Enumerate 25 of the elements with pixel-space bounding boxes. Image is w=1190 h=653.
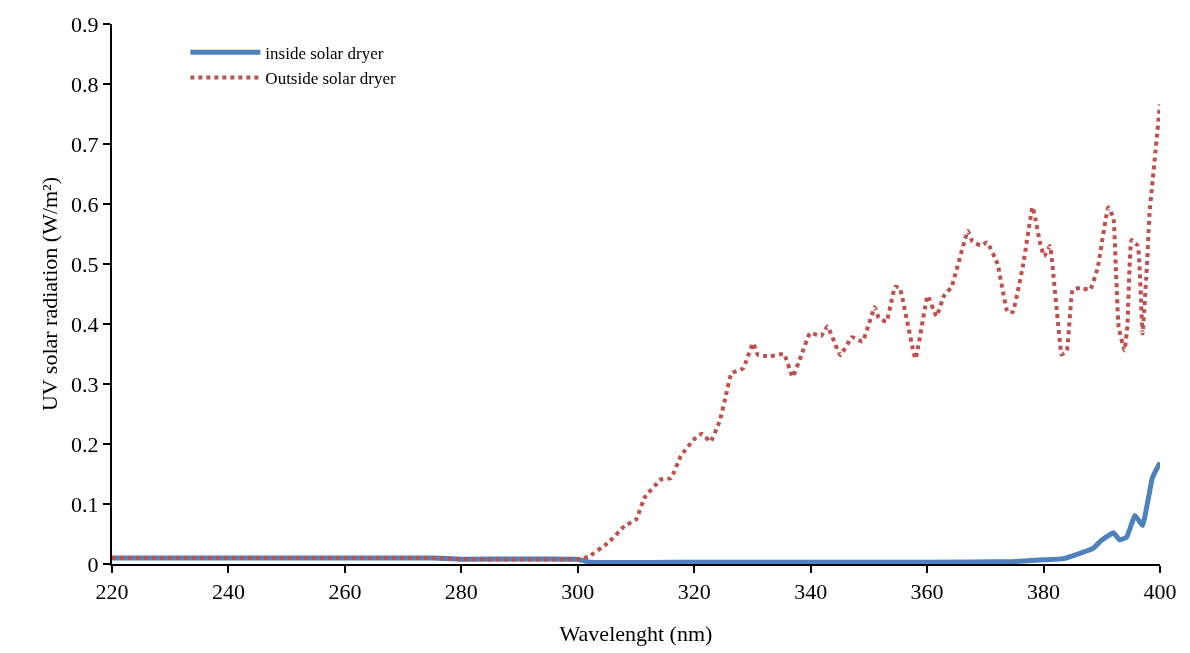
y-tick-label: 0.4 — [71, 311, 99, 337]
legend-label: inside solar dryer — [265, 43, 384, 63]
x-tick-label: 340 — [794, 579, 828, 605]
y-tick-label: 0.5 — [71, 251, 99, 277]
x-axis-title: Wavelenght (nm) — [559, 621, 713, 646]
y-tick-label: 0.7 — [71, 131, 99, 157]
y-tick-label: 0.2 — [71, 431, 99, 457]
y-tick-label: 0.3 — [71, 371, 99, 397]
x-tick-label: 260 — [328, 579, 362, 605]
x-tick-label: 220 — [95, 579, 129, 605]
legend-label: Outside solar dryer — [265, 69, 396, 89]
x-tick-label: 300 — [561, 579, 595, 605]
y-tick-label: 0 — [87, 551, 99, 577]
line-series — [112, 102, 1160, 562]
y-tick-label: 0.9 — [71, 11, 99, 37]
y-tick-label: 0.8 — [71, 71, 99, 97]
y-axis-title: UV solar radiation (W/m²) — [37, 176, 62, 412]
x-tick-label: 320 — [677, 579, 711, 605]
x-tick-label: 400 — [1143, 579, 1177, 605]
x-tick-label: 360 — [910, 579, 944, 605]
x-tick-label: 280 — [444, 579, 478, 605]
x-tick-label: 240 — [211, 579, 245, 605]
x-tick-label: 380 — [1027, 579, 1061, 605]
y-tick-label: 0.6 — [71, 191, 99, 217]
y-tick-label: 0.1 — [71, 491, 99, 517]
